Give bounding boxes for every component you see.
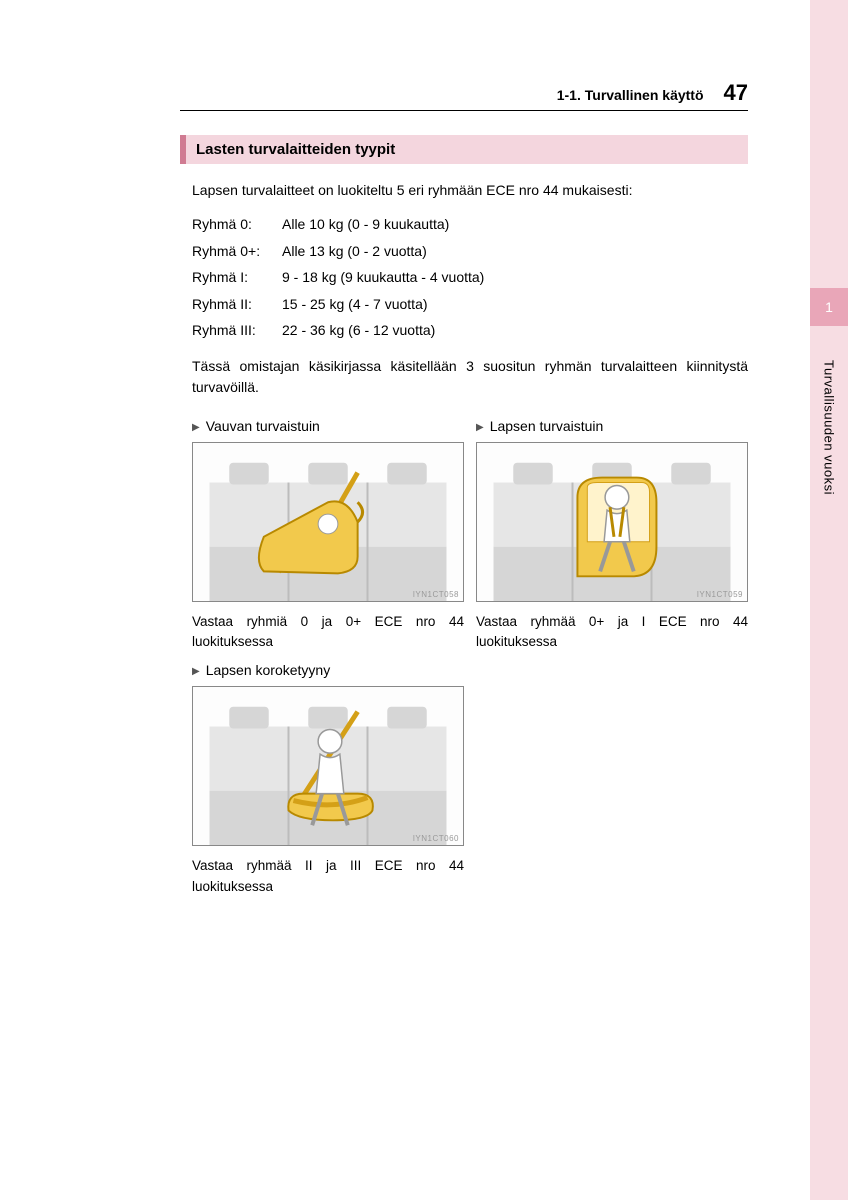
page-header: 1-1. Turvallinen käyttö 47 bbox=[180, 80, 788, 106]
seat-title: Vauvan turvaistuin bbox=[192, 418, 464, 434]
group-label: Ryhmä II: bbox=[192, 291, 282, 318]
illustration-code: IYN1CT060 bbox=[413, 834, 459, 843]
page-number: 47 bbox=[724, 80, 748, 106]
group-row: Ryhmä III: 22 - 36 kg (6 - 12 vuotta) bbox=[192, 317, 788, 344]
section-heading: Lasten turvalaitteiden tyypit bbox=[180, 135, 748, 164]
seat-block-infant: Vauvan turvaistuin bbox=[192, 418, 464, 653]
intro-text: Lapsen turvalaitteet on luokiteltu 5 eri… bbox=[180, 180, 788, 201]
group-desc: Alle 10 kg (0 - 9 kuukautta) bbox=[282, 211, 449, 238]
seat-block-child: Lapsen turvaistuin bbox=[476, 418, 748, 653]
group-row: Ryhmä I: 9 - 18 kg (9 kuukautta - 4 vuot… bbox=[192, 264, 788, 291]
illustration-code: IYN1CT059 bbox=[697, 590, 743, 599]
seat-grid: Vauvan turvaistuin bbox=[180, 418, 788, 897]
group-row: Ryhmä 0+: Alle 13 kg (0 - 2 vuotta) bbox=[192, 238, 788, 265]
page-content: 1-1. Turvallinen käyttö 47 Lasten turval… bbox=[0, 0, 848, 1200]
seat-block-booster: Lapsen koroketyyny bbox=[192, 662, 464, 897]
section-path: 1-1. Turvallinen käyttö bbox=[557, 87, 704, 103]
infant-seat-illustration: IYN1CT058 bbox=[192, 442, 464, 602]
group-label: Ryhmä I: bbox=[192, 264, 282, 291]
group-desc: Alle 13 kg (0 - 2 vuotta) bbox=[282, 238, 427, 265]
group-label: Ryhmä 0+: bbox=[192, 238, 282, 265]
child-seat-illustration: IYN1CT059 bbox=[476, 442, 748, 602]
seat-title: Lapsen turvaistuin bbox=[476, 418, 748, 434]
illustration-code: IYN1CT058 bbox=[413, 590, 459, 599]
seat-title: Lapsen koroketyyny bbox=[192, 662, 464, 678]
group-row: Ryhmä 0: Alle 10 kg (0 - 9 kuukautta) bbox=[192, 211, 788, 238]
group-desc: 15 - 25 kg (4 - 7 vuotta) bbox=[282, 291, 428, 318]
body-text: Tässä omistajan käsikirjassa käsitellään… bbox=[180, 356, 788, 398]
group-row: Ryhmä II: 15 - 25 kg (4 - 7 vuotta) bbox=[192, 291, 788, 318]
group-list: Ryhmä 0: Alle 10 kg (0 - 9 kuukautta) Ry… bbox=[180, 211, 788, 344]
seat-caption: Vastaa ryhmää II ja III ECE nro 44 luoki… bbox=[192, 856, 464, 897]
booster-seat-illustration: IYN1CT060 bbox=[192, 686, 464, 846]
seat-caption: Vastaa ryhmiä 0 ja 0+ ECE nro 44 luokitu… bbox=[192, 612, 464, 653]
group-label: Ryhmä III: bbox=[192, 317, 282, 344]
header-rule bbox=[180, 110, 748, 111]
group-label: Ryhmä 0: bbox=[192, 211, 282, 238]
seat-caption: Vastaa ryhmää 0+ ja I ECE nro 44 luokitu… bbox=[476, 612, 748, 653]
group-desc: 22 - 36 kg (6 - 12 vuotta) bbox=[282, 317, 435, 344]
group-desc: 9 - 18 kg (9 kuukautta - 4 vuotta) bbox=[282, 264, 484, 291]
